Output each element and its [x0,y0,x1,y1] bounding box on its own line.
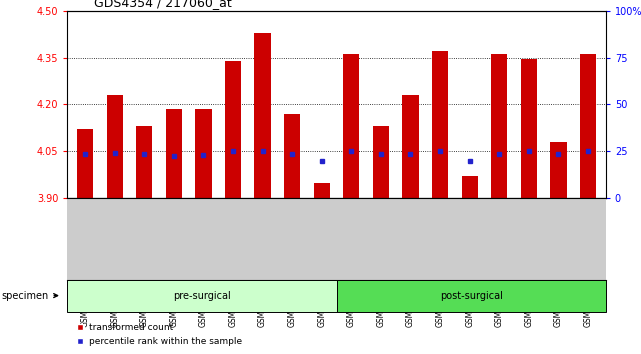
Bar [343,55,360,198]
Bar [520,59,537,198]
Bar [491,55,508,198]
Legend: transformed count, percentile rank within the sample: transformed count, percentile rank withi… [72,320,246,349]
Bar [313,183,330,198]
Text: GDS4354 / 217060_at: GDS4354 / 217060_at [94,0,232,10]
FancyBboxPatch shape [337,280,606,312]
Text: post-surgical: post-surgical [440,291,503,301]
Bar [580,55,596,198]
Bar [136,126,153,198]
Bar [196,109,212,198]
Bar [254,33,271,198]
Bar [165,109,182,198]
Bar [462,176,478,198]
Bar [373,126,389,198]
Text: specimen: specimen [1,291,58,301]
Bar [225,61,241,198]
Bar [432,51,448,198]
Bar [106,95,123,198]
FancyBboxPatch shape [67,280,337,312]
Bar [77,130,93,198]
Bar [284,114,300,198]
Bar [550,142,567,198]
Text: pre-surgical: pre-surgical [173,291,231,301]
Bar [403,95,419,198]
